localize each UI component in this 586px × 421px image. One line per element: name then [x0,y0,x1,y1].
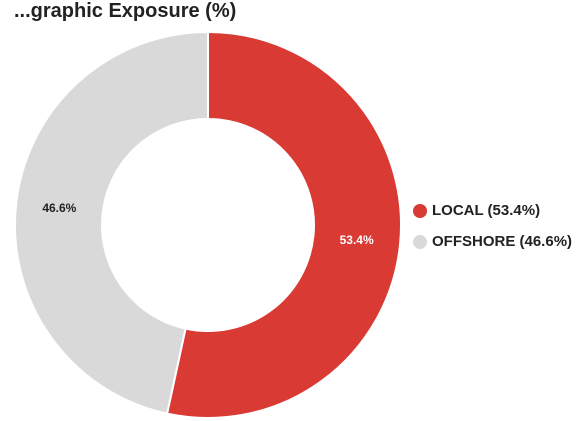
legend-marker-offshore [413,235,427,249]
slice-label-local: 53.4% [340,233,374,247]
legend-label-offshore: OFFSHORE (46.6%) [432,233,572,250]
chart-legend: LOCAL (53.4%) OFFSHORE (46.6%) [413,202,572,250]
legend-marker-local [413,204,427,218]
slice-local [165,30,402,419]
donut-slices [14,30,402,419]
chart-title: ...graphic Exposure (%) [14,0,236,22]
legend-label-local: LOCAL (53.4%) [432,202,540,219]
slice-labels: 53.4% 46.6% [42,201,374,247]
slice-label-offshore: 46.6% [42,201,76,215]
slice-offshore [14,30,209,415]
